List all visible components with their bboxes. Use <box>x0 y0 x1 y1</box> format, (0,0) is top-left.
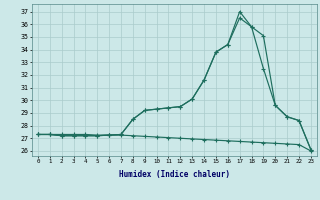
X-axis label: Humidex (Indice chaleur): Humidex (Indice chaleur) <box>119 170 230 179</box>
